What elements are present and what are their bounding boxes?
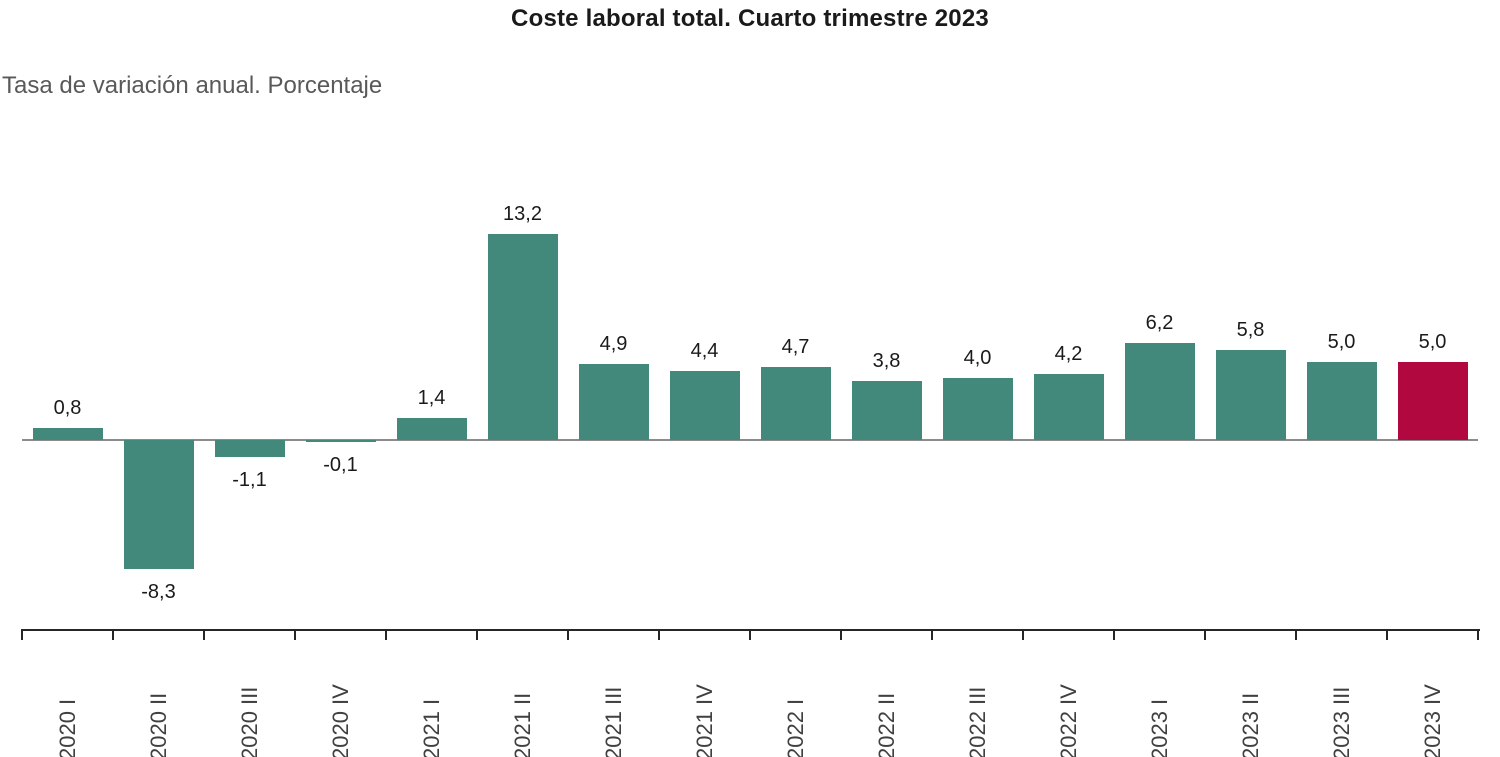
chart-title: Coste laboral total. Cuarto trimestre 20… bbox=[511, 5, 989, 32]
bar-2022-i bbox=[760, 366, 831, 440]
bar-2023-iii bbox=[1306, 362, 1377, 440]
bar-value-label: 1,4 bbox=[417, 387, 446, 410]
x-axis-tick bbox=[658, 629, 660, 640]
x-axis-tick bbox=[567, 629, 569, 640]
bar-value-label: -1,1 bbox=[232, 469, 267, 492]
bar-value-label: 6,2 bbox=[1145, 312, 1174, 335]
x-tick-label-2021-i: 2021 I bbox=[418, 698, 444, 757]
x-tick-label-2020-iii: 2020 III bbox=[236, 686, 262, 757]
bar-value-label: 4,2 bbox=[1054, 343, 1083, 366]
x-axis-tick bbox=[1022, 629, 1024, 640]
bar-value-label: 0,8 bbox=[53, 396, 82, 419]
x-tick-label-2020-ii: 2020 II bbox=[145, 692, 171, 757]
bar-2022-iv bbox=[1033, 374, 1104, 440]
x-tick-label-2021-iv: 2021 IV bbox=[691, 684, 717, 757]
bar-value-label: 13,2 bbox=[503, 203, 542, 226]
x-tick-label-2022-iii: 2022 III bbox=[964, 686, 990, 757]
bar-value-label: 4,9 bbox=[599, 332, 628, 355]
bar-2023-ii bbox=[1215, 349, 1286, 440]
x-tick-label-2023-i: 2023 I bbox=[1146, 698, 1172, 757]
bar-2020-iv bbox=[305, 440, 376, 442]
bar-2021-iii bbox=[578, 363, 649, 440]
bar-2021-ii bbox=[487, 234, 558, 440]
x-tick-label-2020-iv: 2020 IV bbox=[327, 684, 353, 757]
bar-2021-i bbox=[396, 418, 467, 440]
bar-value-label: 3,8 bbox=[872, 349, 901, 372]
bar-value-label: -8,3 bbox=[141, 581, 176, 604]
bar-2022-ii bbox=[851, 380, 922, 440]
bar-value-label: 4,7 bbox=[781, 335, 810, 358]
bar-value-label: 4,4 bbox=[690, 340, 719, 363]
bar-2023-iv bbox=[1397, 362, 1468, 440]
bar-2023-i bbox=[1124, 343, 1195, 440]
x-axis-tick bbox=[1477, 629, 1479, 640]
bar-value-label: -0,1 bbox=[323, 453, 358, 476]
bar-value-label: 5,0 bbox=[1327, 331, 1356, 353]
x-tick-label-2021-iii: 2021 III bbox=[600, 686, 626, 757]
bar-value-label: 4,0 bbox=[963, 346, 992, 369]
x-tick-label-2023-iv: 2023 IV bbox=[1419, 684, 1445, 757]
bar-value-label: 5,0 bbox=[1418, 331, 1447, 353]
x-axis-tick bbox=[1295, 629, 1297, 640]
zero-axis-line bbox=[22, 439, 1478, 441]
bar-value-label: 5,8 bbox=[1236, 318, 1265, 341]
bar-2020-iii bbox=[214, 440, 285, 458]
x-tick-label-2023-iii: 2023 III bbox=[1328, 686, 1354, 757]
x-axis-tick bbox=[840, 629, 842, 640]
x-tick-label-2022-iv: 2022 IV bbox=[1055, 684, 1081, 757]
x-tick-label-2023-ii: 2023 II bbox=[1237, 692, 1263, 757]
x-axis-tick bbox=[203, 629, 205, 640]
x-axis-tick bbox=[1113, 629, 1115, 640]
x-tick-label-2022-i: 2022 I bbox=[782, 698, 808, 757]
x-tick-label-2020-i: 2020 I bbox=[54, 698, 80, 757]
x-axis-tick bbox=[749, 629, 751, 640]
x-axis-tick bbox=[112, 629, 114, 640]
bar-2022-iii bbox=[942, 377, 1013, 440]
chart-subtitle: Tasa de variación anual. Porcentaje bbox=[2, 72, 383, 99]
x-tick-label-2021-ii: 2021 II bbox=[509, 692, 535, 757]
bar-2020-ii bbox=[123, 440, 194, 570]
x-axis-tick bbox=[1386, 629, 1388, 640]
x-axis-tick bbox=[21, 629, 23, 640]
x-axis-tick bbox=[385, 629, 387, 640]
x-axis-tick bbox=[931, 629, 933, 640]
x-axis-tick bbox=[1204, 629, 1206, 640]
x-axis-line bbox=[22, 629, 1480, 631]
bar-2021-iv bbox=[669, 371, 740, 440]
x-axis-tick bbox=[476, 629, 478, 640]
x-tick-label-2022-ii: 2022 II bbox=[873, 692, 899, 757]
x-axis-tick bbox=[294, 629, 296, 640]
bar-2020-i bbox=[32, 427, 103, 440]
